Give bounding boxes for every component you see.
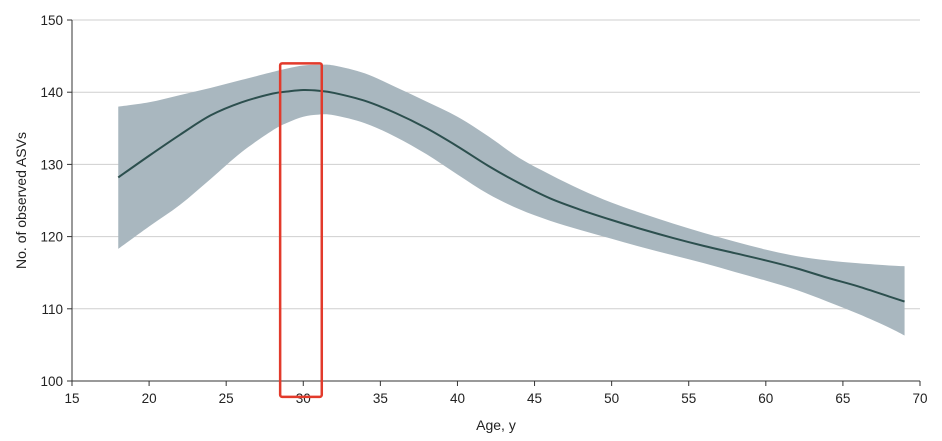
y-axis-ticks: 100 110 120 130 140 150 — [40, 13, 72, 389]
x-axis-label: Age, y — [476, 417, 516, 433]
x-tick-label: 65 — [835, 391, 850, 406]
y-tick-label: 130 — [40, 157, 63, 172]
y-tick-label: 100 — [40, 374, 63, 389]
x-tick-label: 70 — [912, 391, 927, 406]
x-axis-ticks: 15 20 25 30 35 40 45 50 55 60 65 70 — [64, 381, 928, 406]
fitted-line — [117, 89, 905, 303]
x-tick-label: 40 — [450, 391, 465, 406]
x-tick-label: 50 — [604, 391, 619, 406]
y-tick-label: 110 — [41, 302, 63, 317]
axes — [71, 20, 920, 382]
x-tick-label: 25 — [219, 391, 234, 406]
y-tick-label: 120 — [40, 230, 63, 245]
confidence-band — [118, 64, 905, 336]
y-tick-label: 150 — [40, 13, 63, 28]
x-tick-label: 55 — [681, 391, 696, 406]
x-tick-label: 30 — [296, 391, 311, 406]
y-tick-label: 140 — [40, 85, 63, 100]
x-tick-label: 20 — [142, 391, 157, 406]
x-tick-label: 45 — [527, 391, 542, 406]
x-tick-label: 15 — [64, 391, 79, 406]
x-tick-label: 60 — [758, 391, 773, 406]
x-tick-label: 35 — [373, 391, 388, 406]
y-axis-label: No. of observed ASVs — [13, 132, 29, 269]
highlight-box — [278, 62, 324, 399]
